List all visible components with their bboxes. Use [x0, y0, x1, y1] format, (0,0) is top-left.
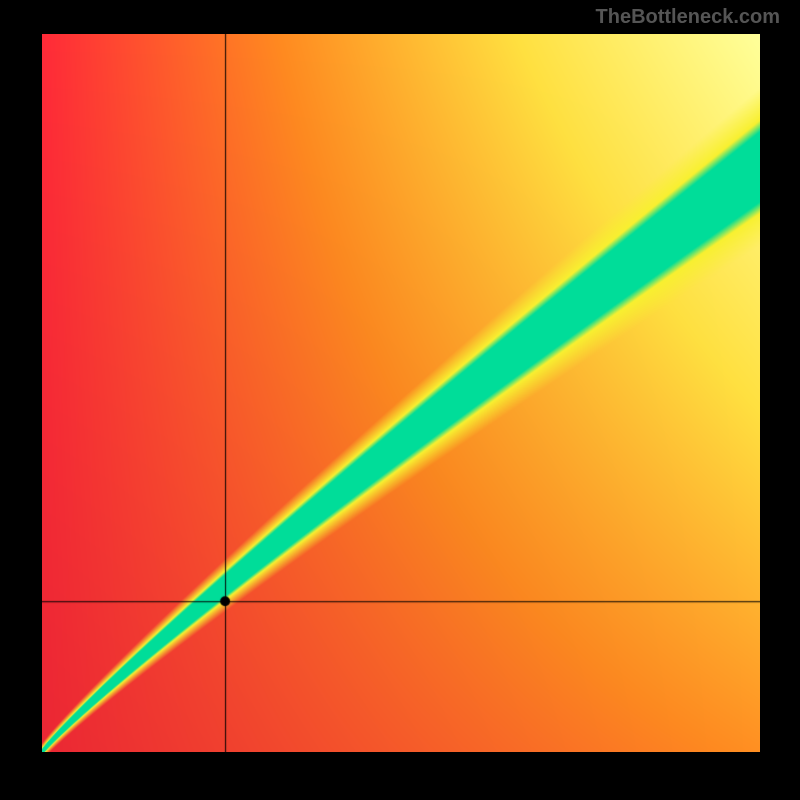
chart-container: TheBottleneck.com: [0, 0, 800, 800]
heatmap-plot: [42, 34, 760, 752]
heatmap-canvas: [42, 34, 760, 752]
attribution-label: TheBottleneck.com: [596, 6, 780, 29]
